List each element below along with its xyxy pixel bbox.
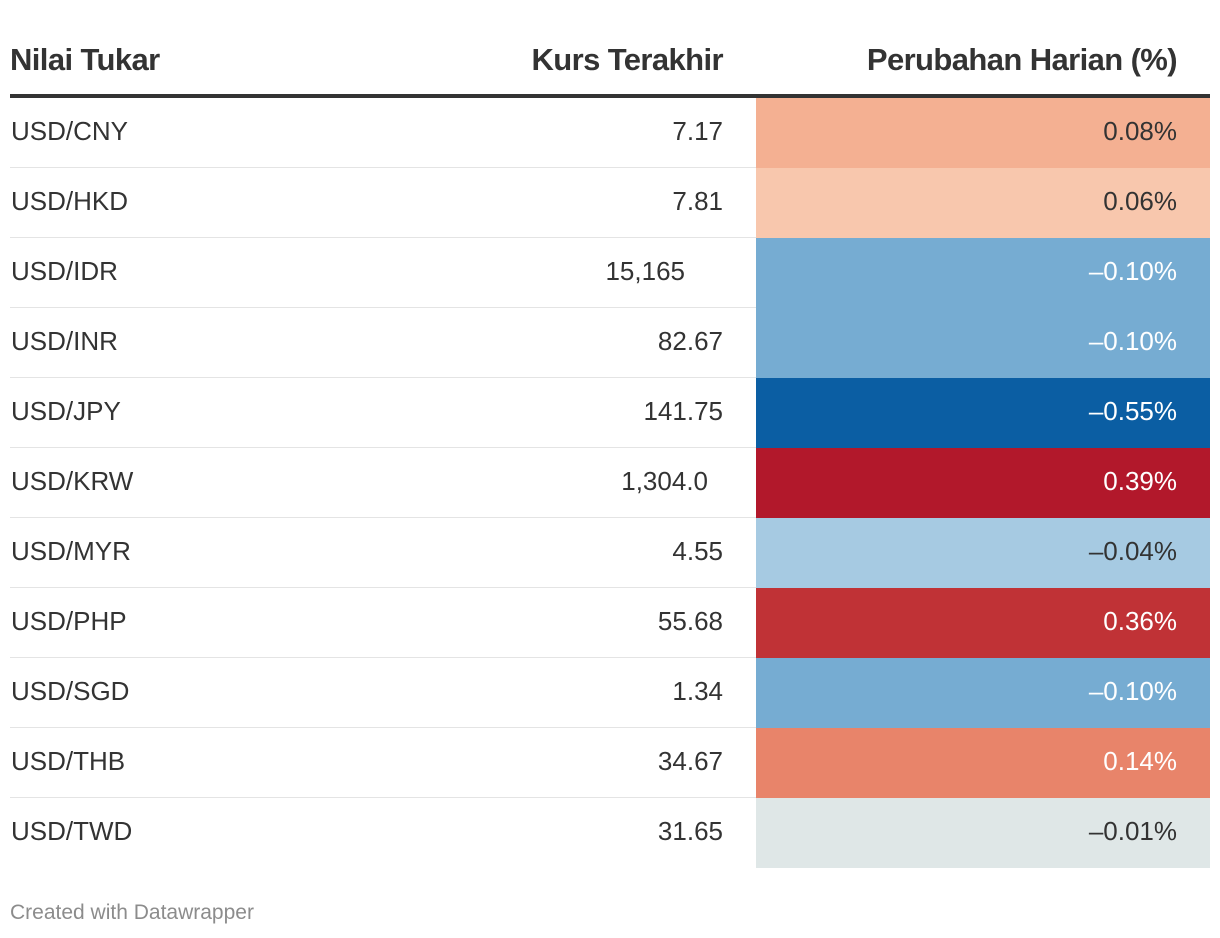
cell-currency-pair: USD/INR xyxy=(11,326,118,356)
cell-daily-change: –0.55% xyxy=(756,378,1210,448)
table-row: USD/INR 82.67 –0.10% xyxy=(10,308,1210,378)
cell-daily-change: 0.39% xyxy=(756,448,1210,518)
footer-credit[interactable]: Created with Datawrapper xyxy=(10,901,254,924)
cell-latest-rate: 55.68 xyxy=(657,606,723,636)
exchange-rate-table: Nilai Tukar Kurs Terakhir Perubahan Hari… xyxy=(10,0,1210,868)
cell-currency-pair: USD/MYR xyxy=(11,536,131,566)
cell-currency-pair: USD/IDR xyxy=(11,256,118,286)
row-divider xyxy=(10,797,756,798)
cell-latest-rate: 34.67 xyxy=(657,746,723,776)
cell-latest-rate: 7.17 xyxy=(672,116,723,146)
table-header: Nilai Tukar Kurs Terakhir Perubahan Hari… xyxy=(10,0,1210,98)
cell-currency-pair: USD/KRW xyxy=(11,466,134,496)
table-row: USD/THB 34.67 0.14% xyxy=(10,728,1210,798)
cell-daily-change: –0.01% xyxy=(756,798,1210,868)
cell-latest-rate: 82.67 xyxy=(657,326,723,356)
table-row: USD/CNY 7.17 0.08% xyxy=(10,98,1210,168)
row-divider xyxy=(10,517,756,518)
table-row: USD/HKD 7.81 0.06% xyxy=(10,168,1210,238)
table-body: USD/CNY 7.17 0.08% USD/HKD 7.81 0.06% USD/IDR 1… xyxy=(10,98,1210,868)
row-divider xyxy=(10,377,756,378)
cell-daily-change: –0.10% xyxy=(756,658,1210,728)
table-row: USD/SGD 1.34 –0.10% xyxy=(10,658,1210,728)
cell-latest-rate: 7.81 xyxy=(672,186,723,216)
row-divider xyxy=(10,727,756,728)
cell-currency-pair: USD/CNY xyxy=(11,116,129,146)
cell-latest-rate: 1.34 xyxy=(672,676,723,706)
table-row: USD/IDR 15,165 –0.10% xyxy=(10,238,1210,308)
row-divider xyxy=(10,657,756,658)
cell-currency-pair: USD/JPY xyxy=(11,396,121,426)
cell-latest-rate: 4.55 xyxy=(672,536,723,566)
row-divider xyxy=(10,167,756,168)
cell-currency-pair: USD/THB xyxy=(11,746,126,776)
table-row: USD/MYR 4.55 –0.04% xyxy=(10,518,1210,588)
row-divider xyxy=(10,307,756,308)
cell-currency-pair: USD/TWD xyxy=(11,816,133,846)
cell-daily-change: –0.04% xyxy=(756,518,1210,588)
table-row: USD/JPY 141.75 –0.55% xyxy=(10,378,1210,448)
cell-daily-change: 0.08% xyxy=(756,98,1210,168)
cell-currency-pair: USD/HKD xyxy=(11,186,129,216)
header-kurs-terakhir[interactable]: Kurs Terakhir xyxy=(531,42,724,77)
cell-latest-rate: 1,304.0 xyxy=(621,466,708,496)
cell-currency-pair: USD/PHP xyxy=(11,606,127,636)
cell-daily-change: –0.10% xyxy=(756,238,1210,308)
table-row: USD/PHP 55.68 0.36% xyxy=(10,588,1210,658)
row-divider xyxy=(10,237,756,238)
row-divider xyxy=(10,587,756,588)
cell-latest-rate: 15,165 xyxy=(605,256,685,286)
table-row: USD/KRW 1,304.0 0.39% xyxy=(10,448,1210,518)
cell-daily-change: –0.10% xyxy=(756,308,1210,378)
cell-latest-rate: 141.75 xyxy=(643,396,723,426)
cell-currency-pair: USD/SGD xyxy=(11,676,130,706)
cell-daily-change: 0.36% xyxy=(756,588,1210,658)
header-nilai-tukar[interactable]: Nilai Tukar xyxy=(10,42,160,77)
table-row: USD/TWD 31.65 –0.01% xyxy=(10,798,1210,868)
cell-daily-change: 0.14% xyxy=(756,728,1210,798)
row-divider xyxy=(10,447,756,448)
cell-daily-change: 0.06% xyxy=(756,168,1210,238)
cell-latest-rate: 31.65 xyxy=(657,816,723,846)
header-perubahan-harian[interactable]: Perubahan Harian (%) xyxy=(866,42,1178,77)
